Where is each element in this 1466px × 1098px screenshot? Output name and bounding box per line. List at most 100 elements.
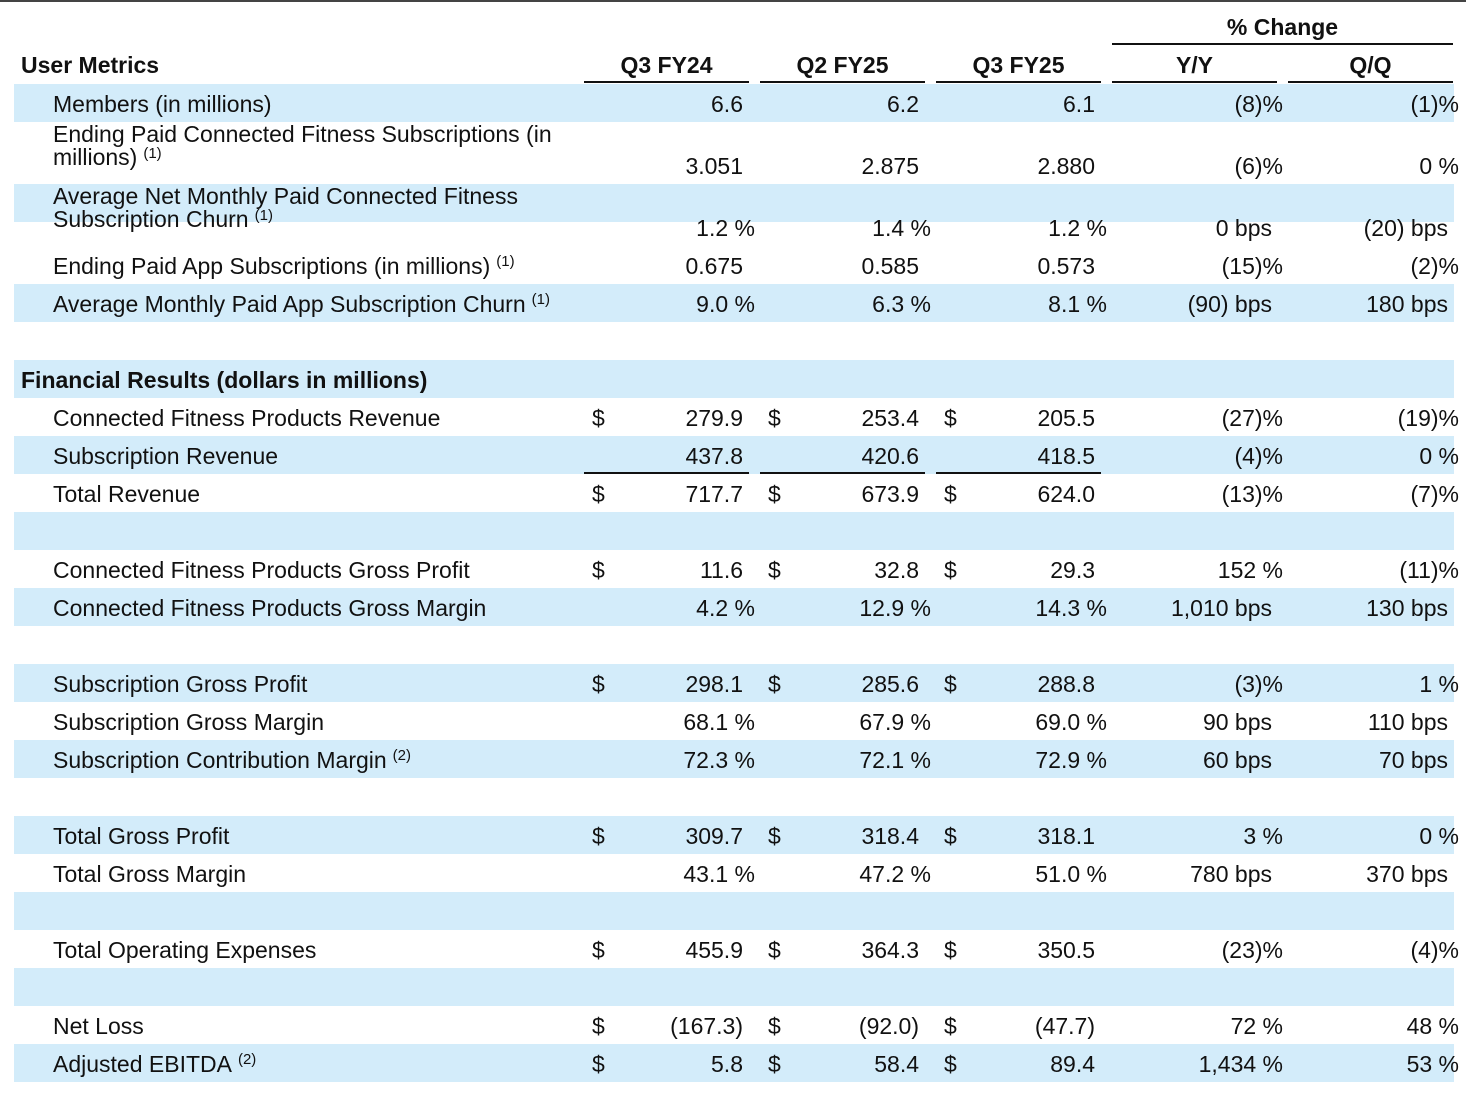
cell-qq: (19)% [1397, 405, 1459, 431]
cell-qq: (1)% [1410, 91, 1459, 117]
footnote-marker: (1) [496, 253, 515, 270]
cell-q3fy25: 14.3 % [1035, 595, 1107, 621]
cell-q2fy25: 32.8 [874, 557, 919, 583]
row-label: Subscription Gross Margin [53, 702, 324, 740]
cell-qq: 1 % [1419, 671, 1459, 697]
cell-q2fy25: 1.4 % [872, 215, 931, 241]
currency-symbol: $ [944, 823, 957, 849]
row-label-text: Connected Fitness Products Gross Profit [53, 557, 470, 583]
cell-q2fy25: 72.1 % [859, 747, 931, 773]
cell-q3fy24: 43.1 % [683, 861, 755, 887]
currency-symbol: $ [768, 557, 781, 583]
cell-qq: 0 % [1419, 823, 1459, 849]
row-label-text: Average Monthly Paid App Subscription Ch… [53, 291, 526, 317]
cell-q2fy25: 2.875 [861, 153, 919, 179]
cell-q3fy24: 4.2 % [696, 595, 755, 621]
cell-q3fy24: 5.8 [711, 1051, 743, 1077]
cell-qq: 130 bps [1366, 595, 1448, 621]
row-label: Connected Fitness Products Gross Profit [53, 550, 470, 588]
currency-symbol: $ [768, 937, 781, 963]
currency-symbol: $ [592, 671, 605, 697]
cell-q3fy25: 418.5 [1037, 443, 1095, 469]
row-label: Subscription Revenue [53, 436, 278, 474]
row-label: Connected Fitness Products Revenue [53, 398, 440, 436]
cell-q2fy25: 47.2 % [859, 861, 931, 887]
cell-q3fy25: 89.4 [1050, 1051, 1095, 1077]
footnote-marker: (1) [143, 145, 162, 162]
cell-q3fy24: 717.7 [685, 481, 743, 507]
cell-yy: (27)% [1221, 405, 1283, 431]
cell-yy: 3 % [1243, 823, 1283, 849]
column-header-q3fy25: Q3 FY25 [972, 52, 1065, 78]
cell-q3fy24: 72.3 % [683, 747, 755, 773]
cell-q3fy24: 68.1 % [683, 709, 755, 735]
cell-q3fy24: 11.6 [699, 557, 743, 583]
row-label-text: Total Revenue [53, 481, 201, 507]
cell-q3fy24: 1.2 % [696, 215, 755, 241]
row-label-text: Members (in millions) [53, 91, 272, 117]
spacer-row [14, 892, 1454, 930]
row-label-text-line2: Subscription Churn (1) [53, 207, 518, 231]
cell-q3fy25: 288.8 [1037, 671, 1095, 697]
row-label-text: Total Gross Profit [53, 823, 230, 849]
cell-q2fy25: 364.3 [861, 937, 919, 963]
section-title-user-metrics: User Metrics [21, 52, 160, 78]
currency-symbol: $ [592, 557, 605, 583]
cell-q2fy25: 253.4 [861, 405, 919, 431]
top-rule [0, 0, 1466, 2]
cell-qq: 110 bps [1367, 709, 1448, 735]
row-label-text-line2-value: millions) [53, 144, 138, 170]
row-label-text: Subscription Revenue [53, 443, 279, 469]
row-label: Average Monthly Paid App Subscription Ch… [53, 284, 550, 322]
currency-symbol: $ [944, 557, 957, 583]
column-header-q3fy24: Q3 FY24 [620, 52, 713, 78]
cell-qq: 0 % [1419, 443, 1459, 469]
table-row: Average Monthly Paid App Subscription Ch… [14, 284, 1454, 322]
header-underline-yy [1112, 81, 1277, 83]
currency-symbol: $ [944, 937, 957, 963]
currency-symbol: $ [592, 1051, 605, 1077]
row-label: Adjusted EBITDA (2) [53, 1044, 256, 1082]
row-label-text: Net Loss [53, 1013, 144, 1039]
row-label-text: Average Net Monthly Paid Connected Fitne… [53, 183, 518, 209]
table-row: Adjusted EBITDA (2) $5.8 $58.4 $89.4 1,434 % 5… [14, 1044, 1459, 1082]
table-row: Connected Fitness Products Gross Profit $… [14, 550, 1459, 588]
row-label-text-line2: millions) (1) [53, 144, 552, 170]
row-label-text: Subscription Contribution Margin [53, 747, 387, 773]
currency-symbol: $ [944, 1051, 957, 1077]
currency-symbol: $ [768, 481, 781, 507]
table-row: Subscription Revenue 437.8 420.6 418.5 (4)% 0… [14, 436, 1459, 474]
table-row: Subscription Gross Profit $298.1 $285.6 $28… [14, 664, 1459, 702]
row-label: Connected Fitness Products Gross Margin [53, 588, 486, 626]
header-underline-q3fy24 [584, 81, 749, 83]
cell-yy: 152 % [1217, 557, 1283, 583]
cell-q3fy25: 0.573 [1037, 253, 1095, 279]
cell-q3fy24: 437.8 [685, 443, 743, 469]
cell-qq: 48 % [1406, 1013, 1459, 1039]
row-label: Ending Paid Connected Fitness Subscripti… [53, 123, 552, 169]
cell-q2fy25: 318.4 [861, 823, 919, 849]
cell-q2fy25: 6.3 % [872, 291, 931, 317]
cell-q3fy25: 350.5 [1037, 937, 1095, 963]
currency-symbol: $ [768, 671, 781, 697]
cell-q3fy25: 69.0 % [1035, 709, 1107, 735]
footnote-marker: (2) [237, 1051, 257, 1068]
table-row: Subscription Gross Margin 68.1 % 67.9 % 69.… [14, 702, 1454, 740]
spacer-row [14, 778, 1454, 816]
cell-q3fy24: 309.7 [685, 823, 743, 849]
row-label: Net Loss [53, 1006, 144, 1044]
cell-q2fy25: 58.4 [874, 1051, 919, 1077]
table-row: Total Operating Expenses $455.9 $364.3 $350… [14, 930, 1459, 968]
table-row: Ending Paid Connected Fitness Subscripti… [14, 122, 1459, 180]
column-header-qq: Q/Q [1349, 52, 1392, 78]
cell-qq: 0 % [1419, 153, 1459, 179]
currency-symbol: $ [768, 1051, 781, 1077]
cell-q3fy25: 2.880 [1037, 153, 1095, 179]
cell-qq: (4)% [1410, 937, 1459, 963]
table-row: Subscription Contribution Margin (2) 72.3 … [14, 740, 1454, 778]
cell-q3fy25: 1.2 % [1048, 215, 1107, 241]
table-row: Connected Fitness Products Gross Margin 4… [14, 588, 1454, 626]
table-row: Connected Fitness Products Revenue $279.9… [14, 398, 1459, 436]
currency-symbol: $ [768, 405, 781, 431]
table-row: Total Gross Profit $309.7 $318.4 $318.1 3 % 0… [14, 816, 1459, 854]
